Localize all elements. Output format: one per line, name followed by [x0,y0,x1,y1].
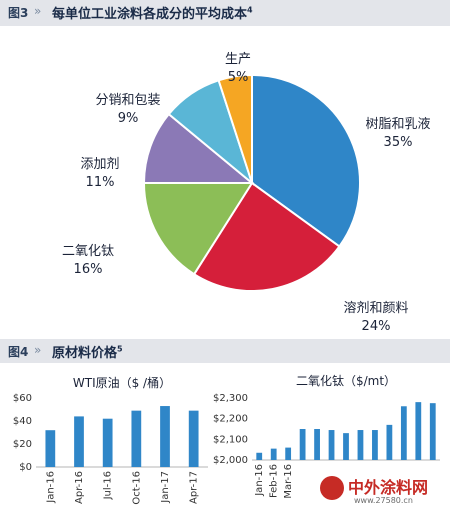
tio2-chart-ytick-label: $2,300 [213,393,248,404]
figure4-number: 图4 [8,345,29,359]
figure4-title-text: 原材料价格 [52,346,118,361]
wti-chart-xtick-label: Apr-16 [74,471,85,504]
tio2-chart-bar [357,430,364,460]
pie-slice-4-label: 添加剂 [80,157,119,172]
wti-chart-ytick-label: $60 [13,393,32,404]
figure3-title-text: 每单位工业涂料各成分的平均成本 [52,7,248,22]
tio2-chart-ytick-label: $2,200 [213,414,248,425]
wti-chart-ytick-label: $20 [13,439,32,450]
figure3-number: 图3 [8,6,29,20]
tio2-chart-title: 二氧化钛（$/mt） [296,373,396,388]
wti-chart-ytick-label: $0 [19,462,32,473]
pie-slice-1 [251,73,361,248]
pie-slice-2-label: 溶剂和颜料 [343,300,408,316]
tio2-chart-bar [400,406,407,460]
wti-chart-ytick-label: $40 [13,416,32,427]
pie-slice-2 [192,181,341,292]
pie-slice-1-label: 树脂和乳液 [365,117,430,132]
pie-slice-6-label: 生产 [225,52,251,67]
pie-slice-5-label: 分销和包装 [95,93,160,108]
pie-slice-3-value: 16% [74,262,103,277]
tio2-chart-bar [429,403,436,460]
pie-slice-2-value: 24% [362,319,391,334]
wti-chart-bar [160,406,170,467]
wti-chart-xtick-label: Apr-17 [189,471,200,504]
pie-slice-5-value: 9% [118,111,139,126]
tio2-chart-bar [372,430,378,460]
pie-slice-1-value: 35% [384,135,413,150]
tio2-chart-bar [328,430,335,460]
figure3-footnote: 4 [247,5,253,15]
tio2-chart-xtick-label: Feb-16 [269,464,280,498]
figure4-title: 原材料价格5 [52,342,123,361]
tio2-chart-bar [285,447,292,460]
tio2-chart-bar [270,448,277,460]
wti-chart-bar [131,410,142,467]
figure3-arrow: » [34,4,42,18]
figure3-title: 每单位工业涂料各成分的平均成本4 [52,3,253,22]
wti-chart-bar [74,416,84,467]
tio2-chart-bar [256,452,263,460]
tio2-chart-bar [386,424,393,460]
watermark-logo-icon [320,476,344,500]
tio2-chart-ytick-label: $2,100 [213,434,248,445]
wti-chart-bar [102,418,113,467]
wti-chart-xtick-label: Jan-16 [45,471,56,504]
watermark-brand: 中外涂料网 [348,478,429,497]
tio2-chart-ytick-label: $2,000 [213,455,248,466]
pie-slice-4-value: 11% [86,175,115,190]
pie-slice-6 [217,73,253,184]
wti-chart-xtick-label: Jan-17 [160,471,171,504]
tio2-chart-bar [314,429,320,460]
figure4-footnote: 5 [117,344,123,354]
wti-chart-bar [188,410,199,467]
figure4-arrow: » [34,343,42,357]
figure3-header: 图3 » 每单位工业涂料各成分的平均成本4 [0,0,450,26]
tio2-chart-bar [415,402,422,460]
pie-slice-4 [142,112,255,184]
wti-chart-xtick-label: Jul-16 [103,471,114,500]
tio2-chart-xtick-label: Jan-16 [254,464,265,497]
pie-slice-6-value: 5% [228,70,249,85]
watermark: 中外涂料网 www.27580.cn [320,474,440,512]
tio2-chart-bar [299,429,306,460]
figure4-header: 图4 » 原材料价格5 [0,339,450,363]
pie-slice-3 [142,182,254,276]
tio2-chart-xtick-label: Mar-16 [283,464,294,499]
wti-chart-xtick-label: Oct-16 [131,471,142,505]
wti-chart-title: WTI原油（$ /桶） [73,375,171,390]
pie-slice-3-label: 二氧化钛 [62,244,114,259]
watermark-url: www.27580.cn [354,496,413,505]
tio2-chart-bar [343,433,349,460]
wti-chart-bar [45,430,56,467]
